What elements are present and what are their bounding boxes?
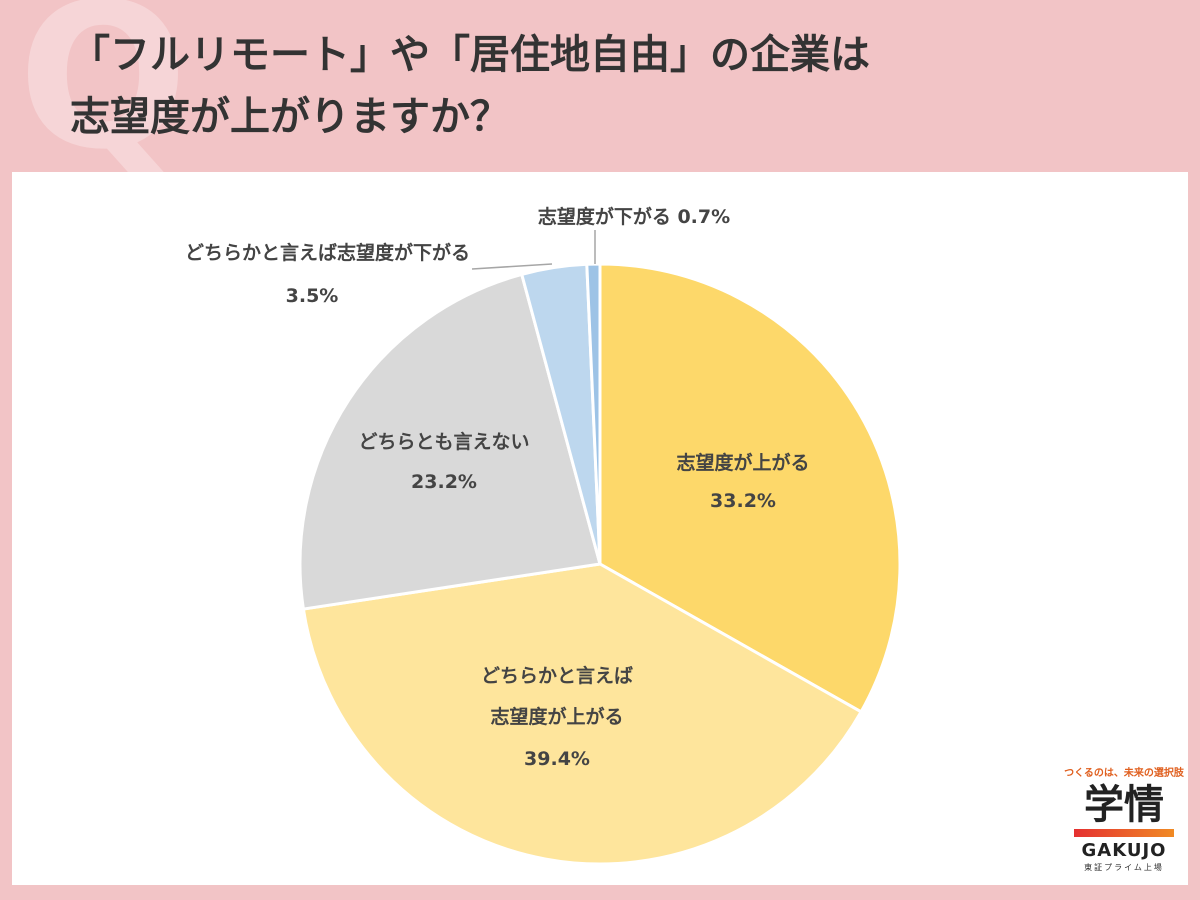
page-title: 「フルリモート」や「居住地自由」の企業は 志望度が上がりますか？	[70, 24, 1170, 148]
logo-name-en: GAKUJO	[1081, 840, 1167, 861]
pie-chart: 志望度が上がる 33.2% どちらかと言えば 志望度が上がる 39.4% どちら…	[185, 205, 902, 866]
logo-name: 学情	[1084, 782, 1164, 828]
pie-slice-0	[598, 262, 902, 714]
pie-slices	[298, 262, 902, 866]
title-line-2: 志望度が上がりますか？	[70, 94, 510, 140]
label-neutral: どちらとも言えない	[358, 430, 529, 453]
chart-panel: 志望度が上がる 33.2% どちらかと言えば 志望度が上がる 39.4% どちら…	[12, 172, 1188, 885]
label-some-up-pct: 39.4%	[524, 748, 590, 770]
logo-tagline: つくるのは、未来の選択肢	[1064, 768, 1184, 779]
label-down: 志望度が下がる 0.7%	[538, 205, 730, 228]
pie-slice-4	[585, 262, 602, 565]
title-line-1: 「フルリモート」や「居住地自由」の企業は	[70, 32, 870, 78]
pie-slice-2	[298, 272, 602, 611]
pie-slice-1	[301, 562, 864, 866]
label-some-down: どちらかと言えば志望度が下がる	[185, 241, 470, 264]
gakujo-logo: つくるのは、未来の選択肢 学情 GAKUJO 東証プライム上場	[1064, 764, 1184, 873]
logo-sub: 東証プライム上場	[1084, 863, 1164, 872]
label-some-down-pct: 3.5%	[286, 285, 339, 307]
q-watermark-icon: Q	[18, 0, 189, 194]
leader-line-some-down	[471, 263, 553, 270]
label-up: 志望度が上がる	[676, 451, 809, 474]
label-some-up: どちらかと言えば	[481, 664, 633, 687]
logo-color-bar	[1074, 829, 1174, 837]
label-neutral-pct: 23.2%	[411, 471, 477, 493]
label-some-up-2: 志望度が上がる	[490, 705, 623, 728]
label-up-pct: 33.2%	[710, 490, 776, 512]
